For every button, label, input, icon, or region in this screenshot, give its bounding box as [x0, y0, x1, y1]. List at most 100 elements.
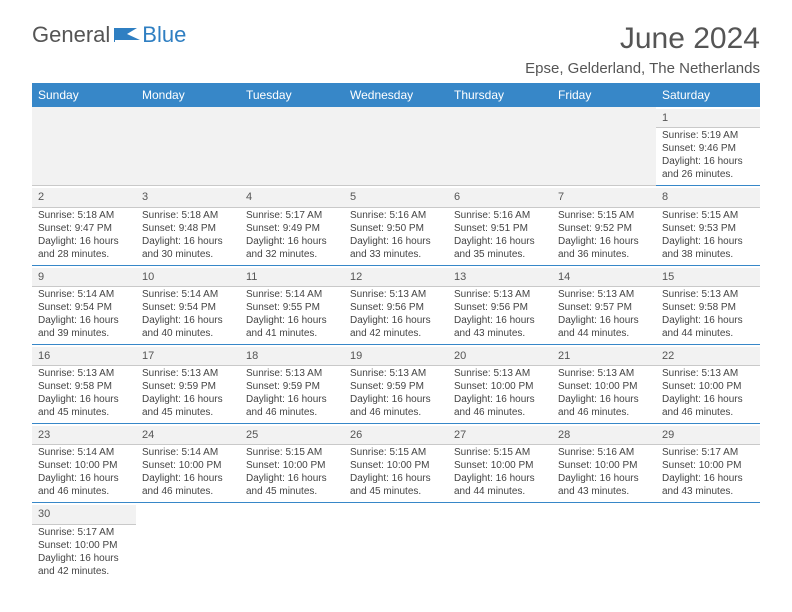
day-number: 22: [656, 347, 760, 366]
calendar-day-cell: 28Sunrise: 5:16 AMSunset: 10:00 PMDaylig…: [552, 424, 656, 503]
sunset-text: Sunset: 9:57 PM: [558, 301, 650, 314]
sunrise-text: Sunrise: 5:13 AM: [662, 288, 754, 301]
day-number: 12: [344, 268, 448, 287]
calendar-day-cell: 6Sunrise: 5:16 AMSunset: 9:51 PMDaylight…: [448, 186, 552, 265]
sunset-text: Sunset: 9:56 PM: [454, 301, 546, 314]
sunrise-text: Sunrise: 5:16 AM: [454, 209, 546, 222]
logo-flag-icon: [112, 25, 142, 45]
calendar-day-cell: 29Sunrise: 5:17 AMSunset: 10:00 PMDaylig…: [656, 424, 760, 503]
sunrise-text: Sunrise: 5:17 AM: [246, 209, 338, 222]
sunrise-text: Sunrise: 5:19 AM: [662, 129, 754, 142]
daylight-text: Daylight: 16 hours and 42 minutes.: [350, 314, 442, 340]
sunset-text: Sunset: 9:47 PM: [38, 222, 130, 235]
sunrise-text: Sunrise: 5:14 AM: [142, 288, 234, 301]
daylight-text: Daylight: 16 hours and 46 minutes.: [558, 393, 650, 419]
sunrise-text: Sunrise: 5:13 AM: [558, 367, 650, 380]
sunrise-text: Sunrise: 5:13 AM: [558, 288, 650, 301]
sunset-text: Sunset: 9:59 PM: [350, 380, 442, 393]
sunset-text: Sunset: 9:49 PM: [246, 222, 338, 235]
calendar-day-cell: 23Sunrise: 5:14 AMSunset: 10:00 PMDaylig…: [32, 424, 136, 503]
calendar-empty-cell: [240, 107, 344, 186]
calendar-week-row: 16 Sunrise: 5:13 AM Sunset: 9:58 PM Dayligh…: [32, 344, 760, 423]
sunrise-text: Sunrise: 5:13 AM: [662, 367, 754, 380]
sunset-text: Sunset: 10:00 PM: [246, 459, 338, 472]
day-number: 17: [136, 347, 240, 366]
sunrise-text: Sunrise: 5:15 AM: [350, 446, 442, 459]
day-number: 28: [552, 426, 656, 445]
daylight-text: Daylight: 16 hours and 45 minutes.: [350, 472, 442, 498]
day-number: 2: [32, 188, 136, 207]
sunset-text: Sunset: 9:46 PM: [662, 142, 754, 155]
day-number: 14: [552, 268, 656, 287]
sunset-text: Sunset: 9:56 PM: [350, 301, 442, 314]
day-number: 29: [656, 426, 760, 445]
day-number: 21: [552, 347, 656, 366]
sunset-text: Sunset: 10:00 PM: [142, 459, 234, 472]
sunrise-text: Sunrise: 5:17 AM: [38, 526, 130, 539]
calendar-day-cell: 9Sunrise: 5:14 AMSunset: 9:54 PMDaylight…: [32, 265, 136, 344]
daylight-text: Daylight: 16 hours and 26 minutes.: [662, 155, 754, 181]
calendar-day-cell: 30Sunrise: 5:17 AMSunset: 10:00 PMDaylig…: [32, 503, 136, 582]
daylight-text: Daylight: 16 hours and 44 minutes.: [558, 314, 650, 340]
sunset-text: Sunset: 9:54 PM: [142, 301, 234, 314]
month-title: June 2024: [525, 22, 760, 56]
logo-text-main: General: [32, 22, 110, 48]
daylight-text: Daylight: 16 hours and 46 minutes.: [246, 393, 338, 419]
calendar-day-cell: 20Sunrise: 5:13 AMSunset: 10:00 PMDaylig…: [448, 344, 552, 423]
calendar-week-row: 1Sunrise: 5:19 AMSunset: 9:46 PMDaylight…: [32, 107, 760, 186]
daylight-text: Daylight: 16 hours and 44 minutes.: [454, 472, 546, 498]
daylight-text: Daylight: 16 hours and 45 minutes.: [142, 393, 234, 419]
daylight-text: Daylight: 16 hours and 38 minutes.: [662, 235, 754, 261]
day-number: 16: [32, 347, 136, 366]
calendar-empty-cell: [656, 503, 760, 582]
sunrise-text: Sunrise: 5:14 AM: [246, 288, 338, 301]
calendar-empty-cell: [32, 107, 136, 186]
sunrise-text: Sunrise: 5:17 AM: [662, 446, 754, 459]
day-number: 18: [240, 347, 344, 366]
calendar-empty-cell: [344, 503, 448, 582]
title-block: June 2024 Epse, Gelderland, The Netherla…: [525, 22, 760, 77]
daylight-text: Daylight: 16 hours and 35 minutes.: [454, 235, 546, 261]
day-number: 23: [32, 426, 136, 445]
sunset-text: Sunset: 10:00 PM: [38, 539, 130, 552]
sunrise-text: Sunrise: 5:13 AM: [246, 367, 338, 380]
daylight-text: Daylight: 16 hours and 41 minutes.: [246, 314, 338, 340]
calendar-day-cell: 2 Sunrise: 5:18 AMSunset: 9:47 PMDaylight…: [32, 186, 136, 265]
calendar-day-cell: 27Sunrise: 5:15 AMSunset: 10:00 PMDaylig…: [448, 424, 552, 503]
calendar-week-row: 23Sunrise: 5:14 AMSunset: 10:00 PMDaylig…: [32, 424, 760, 503]
calendar-day-cell: 10Sunrise: 5:14 AMSunset: 9:54 PMDayligh…: [136, 265, 240, 344]
calendar-week-row: 9Sunrise: 5:14 AMSunset: 9:54 PMDaylight…: [32, 265, 760, 344]
calendar-document: General Blue June 2024 Epse, Gelderland,…: [0, 0, 792, 592]
daylight-text: Daylight: 16 hours and 32 minutes.: [246, 235, 338, 261]
day-number: 10: [136, 268, 240, 287]
location-text: Epse, Gelderland, The Netherlands: [525, 60, 760, 77]
sunset-text: Sunset: 10:00 PM: [558, 459, 650, 472]
sunrise-text: Sunrise: 5:14 AM: [38, 288, 130, 301]
day-number: 1: [656, 109, 760, 128]
calendar-day-cell: 1Sunrise: 5:19 AMSunset: 9:46 PMDaylight…: [656, 107, 760, 186]
day-number: 11: [240, 268, 344, 287]
sunrise-text: Sunrise: 5:18 AM: [38, 209, 130, 222]
daylight-text: Daylight: 16 hours and 40 minutes.: [142, 314, 234, 340]
daylight-text: Daylight: 16 hours and 45 minutes.: [246, 472, 338, 498]
calendar-empty-cell: [136, 107, 240, 186]
calendar-empty-cell: [552, 107, 656, 186]
calendar-day-cell: 26Sunrise: 5:15 AMSunset: 10:00 PMDaylig…: [344, 424, 448, 503]
calendar-day-cell: 3Sunrise: 5:18 AMSunset: 9:48 PMDaylight…: [136, 186, 240, 265]
day-of-week-header: Saturday: [656, 83, 760, 107]
day-number: 24: [136, 426, 240, 445]
sunset-text: Sunset: 9:58 PM: [38, 380, 130, 393]
calendar-day-cell: 24Sunrise: 5:14 AMSunset: 10:00 PMDaylig…: [136, 424, 240, 503]
daylight-text: Daylight: 16 hours and 46 minutes.: [38, 472, 130, 498]
daylight-text: Daylight: 16 hours and 46 minutes.: [662, 393, 754, 419]
daylight-text: Daylight: 16 hours and 46 minutes.: [350, 393, 442, 419]
calendar-day-cell: 15Sunrise: 5:13 AMSunset: 9:58 PMDayligh…: [656, 265, 760, 344]
logo: General Blue: [32, 22, 186, 48]
day-of-week-header: Tuesday: [240, 83, 344, 107]
daylight-text: Daylight: 16 hours and 28 minutes.: [38, 235, 130, 261]
day-of-week-header: Wednesday: [344, 83, 448, 107]
calendar-day-cell: 12Sunrise: 5:13 AMSunset: 9:56 PMDayligh…: [344, 265, 448, 344]
sunset-text: Sunset: 9:59 PM: [142, 380, 234, 393]
sunset-text: Sunset: 10:00 PM: [662, 459, 754, 472]
calendar-day-cell: 11Sunrise: 5:14 AMSunset: 9:55 PMDayligh…: [240, 265, 344, 344]
